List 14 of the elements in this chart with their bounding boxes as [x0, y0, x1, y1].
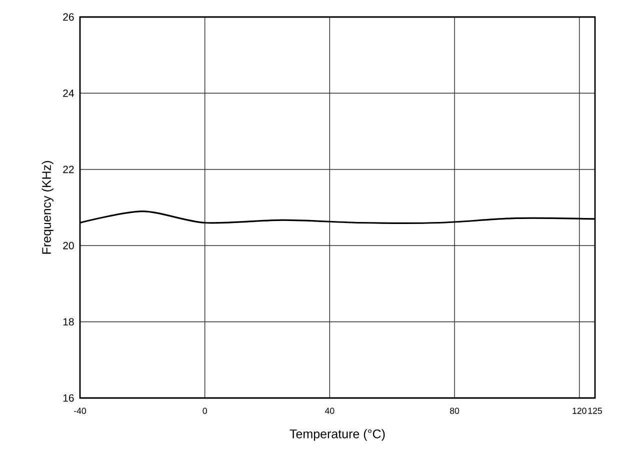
- y-tick-label: 22: [63, 166, 74, 174]
- x-tick-label: 0: [202, 408, 207, 414]
- y-tick-label: 18: [63, 318, 74, 326]
- y-tick-label: 26: [63, 13, 74, 21]
- y-tick-label: 20: [63, 242, 74, 250]
- y-tick-label: 16: [63, 394, 74, 402]
- y-axis-title: Frequency (KHz): [42, 161, 54, 254]
- x-tick-label: -40: [74, 408, 86, 414]
- x-tick-label: 120: [572, 408, 586, 414]
- x-axis-title: Temperature (°C): [290, 429, 385, 441]
- y-tick-label: 24: [63, 90, 74, 97]
- x-tick-label: 40: [325, 408, 334, 414]
- x-tick-label: 80: [450, 408, 460, 414]
- x-tick-label: 125: [588, 408, 602, 414]
